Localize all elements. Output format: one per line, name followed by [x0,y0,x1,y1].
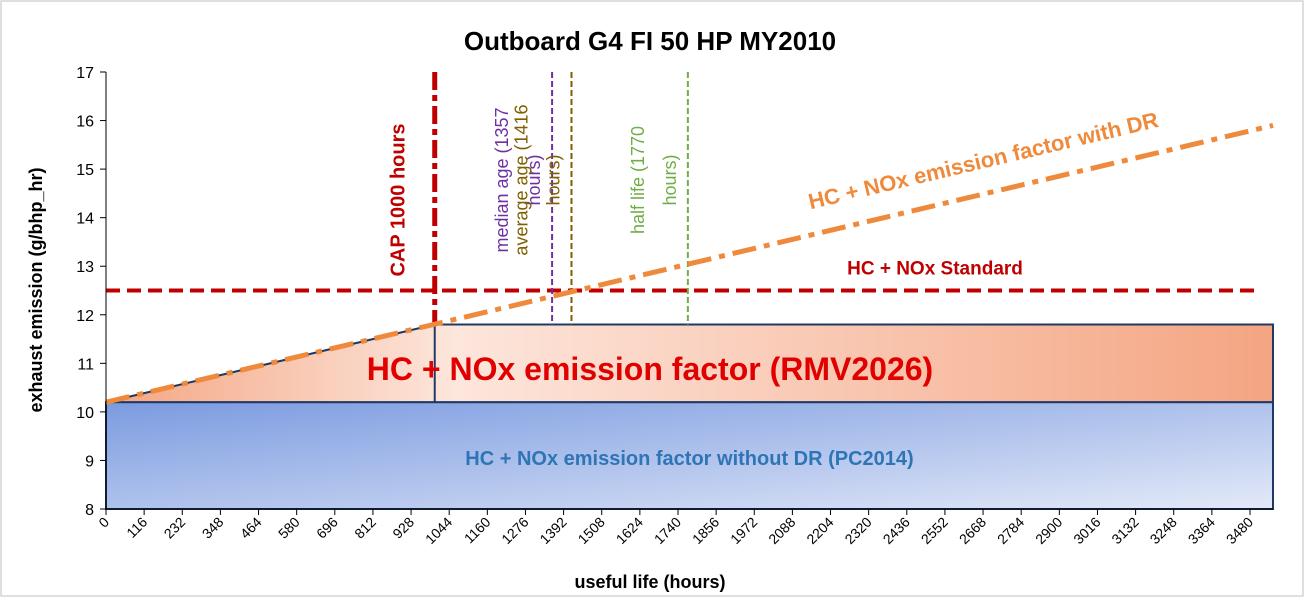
marker-label: average age (1416 hours) [511,104,563,255]
chart-title: Outboard G4 FI 50 HP MY2010 [464,26,836,56]
marker-label: median age (1357 hours) [492,107,544,252]
standard-label: HC + NOx Standard [847,259,1023,280]
marker-label-line: CAP 1000 hours [388,123,410,276]
dr-line [105,122,1274,405]
marker-label-line: median age (1357 [492,107,512,252]
y-axis-label: exhaust emission (g/bhp_hr) [26,167,46,412]
x-axis-label: useful life (hours) [574,572,725,592]
y-tick-label: 15 [76,162,94,179]
y-tick-label: 17 [76,65,94,82]
y-tick-label: 11 [77,356,94,373]
marker-label-line: hours) [543,154,563,205]
y-tick-label: 16 [76,114,94,131]
series-label: HC + NOx emission factor (RMV2026) [367,351,933,387]
marker-label-line: hours) [524,154,544,205]
y-tick-label: 12 [76,308,94,325]
marker-label-line: hours) [660,154,680,205]
y-tick-label: 13 [76,259,94,276]
y-tick-label: 8 [85,502,94,519]
marker-label-line: half life (1770 [628,126,648,234]
y-tick-label: 14 [76,211,94,228]
marker-label: CAP 1000 hours [388,123,410,276]
marker-label: half life (1770 hours) [628,126,680,234]
area-rmv [105,323,1274,404]
series-label: HC + NOx emission factor without DR (PC2… [465,448,913,470]
y-tick-label: 10 [76,405,94,422]
y-tick-label: 9 [85,453,94,470]
marker-label-line: average age (1416 [511,104,531,255]
